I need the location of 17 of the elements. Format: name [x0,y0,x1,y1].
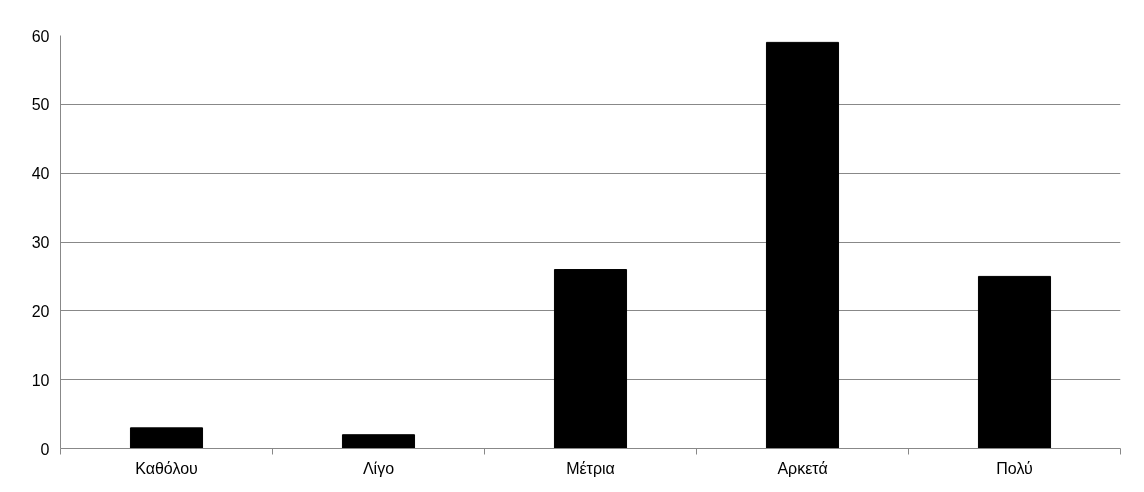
bar [553,269,628,449]
y-tick-label: 0 [40,440,50,458]
bar [341,434,416,449]
x-tick-label: Λίγο [362,459,395,477]
x-tick-label: Μέτρια [566,459,615,477]
bar [977,275,1052,449]
bar [765,41,840,449]
y-tick-label: 10 [31,371,50,389]
x-tick-label: Πολύ [996,459,1033,477]
y-tick-label: 30 [31,234,50,251]
y-tick-label: 60 [31,27,50,45]
x-tick-label: Αρκετά [777,459,828,477]
bar [129,427,204,449]
x-tick-label: Καθόλου [135,459,198,477]
y-tick-label: 20 [31,302,50,320]
y-tick-label: 50 [31,96,50,114]
y-tick-label: 40 [31,165,50,183]
